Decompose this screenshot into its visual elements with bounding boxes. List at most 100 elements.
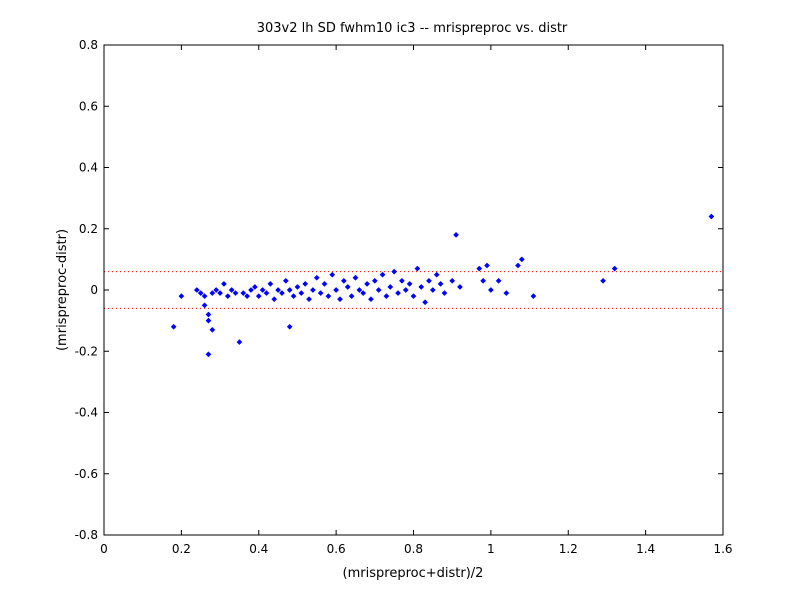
data-point (228, 287, 235, 293)
data-point (352, 274, 359, 281)
data-point (449, 277, 456, 284)
data-point (321, 280, 328, 287)
data-point (286, 287, 293, 293)
data-point (224, 293, 231, 300)
data-point (217, 290, 224, 297)
x-tick-label: 0.8 (404, 542, 423, 556)
data-point (429, 287, 436, 293)
data-point (371, 277, 378, 284)
data-point (259, 287, 266, 293)
x-tick-label: 1.6 (713, 542, 732, 556)
data-point (213, 287, 220, 293)
data-point (360, 290, 367, 297)
data-point (286, 323, 293, 330)
data-point (209, 326, 216, 333)
y-tick-label: -0.6 (75, 467, 98, 481)
data-point (395, 290, 401, 297)
data-point (232, 290, 239, 297)
data-point (279, 290, 285, 297)
x-tick-label: 1.4 (636, 542, 655, 556)
y-axis-ticks: -0.8 -0.6 -0.4 -0.2 0 0.2 0.4 0.6 0.8 (75, 38, 723, 542)
data-point (344, 283, 351, 290)
data-point (337, 296, 343, 303)
data-point (379, 271, 386, 278)
x-axis-ticks: 0 0.2 0.4 0.6 0.8 1 1.2 1.4 1.6 (100, 45, 733, 556)
data-point (495, 277, 502, 284)
data-point (348, 293, 355, 300)
data-point (205, 351, 212, 358)
data-point (325, 293, 332, 300)
x-axis-label: (mrispreproc+distr)/2 (343, 566, 484, 581)
data-point (441, 290, 448, 297)
x-tick-label: 1 (487, 542, 495, 556)
data-point (193, 287, 200, 293)
data-point (340, 277, 347, 284)
y-tick-label: -0.4 (75, 406, 98, 420)
data-point (267, 280, 274, 287)
y-tick-label: 0 (90, 283, 98, 297)
data-point (205, 317, 212, 324)
data-point (383, 293, 390, 300)
y-tick-label: 0.6 (79, 99, 98, 113)
data-point (414, 265, 421, 272)
data-point (275, 287, 282, 293)
data-point (530, 293, 537, 300)
data-point (433, 271, 440, 278)
data-point (271, 296, 278, 303)
data-point (456, 283, 463, 290)
x-tick-label: 0.6 (327, 542, 346, 556)
data-point (209, 290, 216, 297)
data-point (220, 280, 227, 287)
x-tick-label: 1.2 (559, 542, 578, 556)
data-point (201, 293, 208, 300)
data-point (309, 287, 316, 293)
data-point (398, 277, 405, 284)
data-point (263, 290, 270, 297)
data-point (240, 290, 247, 297)
data-point (201, 302, 208, 309)
data-point (290, 293, 297, 300)
data-point (426, 277, 432, 284)
data-point (244, 293, 251, 300)
y-axis-label: (mrispreproc-distr) (55, 229, 70, 351)
data-point (375, 287, 382, 293)
data-point (236, 339, 243, 346)
data-point (197, 290, 204, 297)
data-point (708, 213, 715, 220)
chart-title: 303v2 lh SD fwhm10 ic3 -- mrispreproc vs… (257, 21, 568, 36)
y-tick-label: 0.2 (79, 222, 98, 236)
data-point (484, 262, 490, 269)
data-point (251, 283, 258, 290)
x-tick-label: 0.4 (249, 542, 268, 556)
data-point (611, 265, 618, 272)
y-tick-label: -0.8 (75, 528, 98, 542)
data-point (418, 283, 425, 290)
data-point (480, 277, 487, 284)
data-point (600, 277, 607, 284)
data-point (178, 293, 185, 300)
data-point (364, 280, 371, 287)
data-point (313, 274, 320, 281)
data-point (422, 299, 429, 306)
data-point (255, 293, 262, 300)
data-point (391, 268, 398, 275)
y-tick-label: 0.4 (79, 161, 98, 175)
data-point (306, 296, 312, 303)
data-point (248, 287, 254, 293)
data-point (356, 287, 363, 293)
data-point (333, 287, 340, 293)
data-point (317, 290, 324, 297)
data-point (515, 262, 521, 269)
scatter-points (170, 213, 715, 358)
data-point (282, 277, 289, 284)
data-point (387, 283, 394, 290)
data-point (437, 280, 444, 287)
data-point (298, 290, 305, 297)
x-tick-label: 0.2 (172, 542, 191, 556)
data-point (402, 287, 409, 293)
y-tick-label: -0.2 (75, 344, 98, 358)
data-point (170, 323, 177, 330)
data-point (302, 280, 309, 287)
